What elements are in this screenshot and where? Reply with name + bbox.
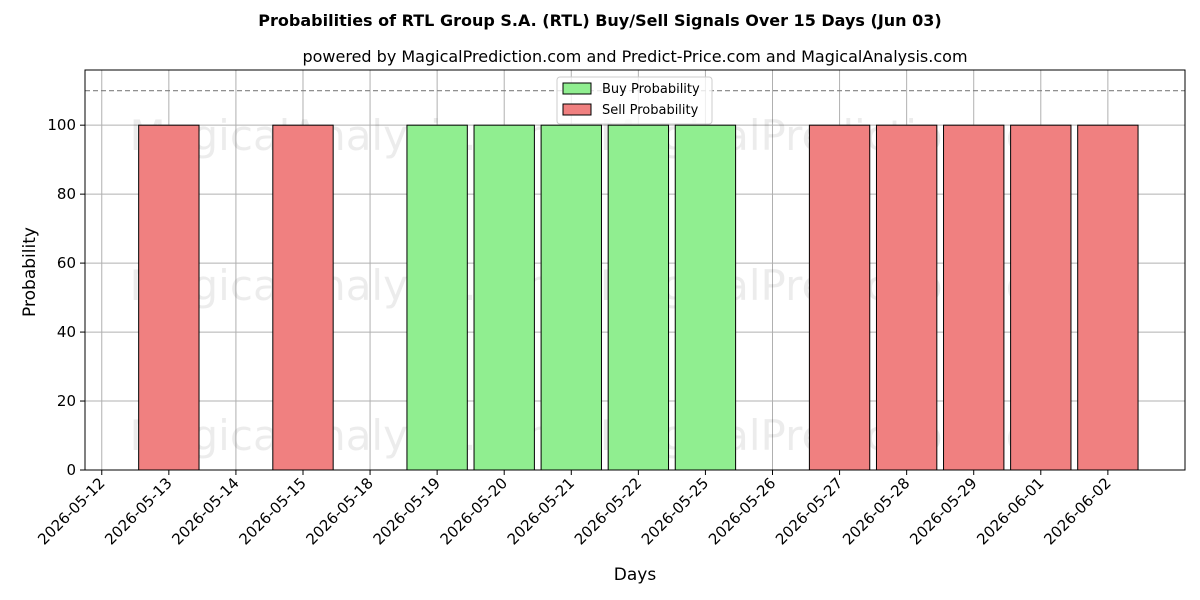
bars	[138, 124, 1139, 471]
x-tick-label: 2026-05-13	[101, 474, 175, 548]
y-tick-label: 40	[57, 323, 76, 341]
x-tick-label: 2026-05-19	[370, 474, 444, 548]
x-tick-label: 2026-06-01	[973, 474, 1047, 548]
x-tick-label: 2026-06-02	[1040, 474, 1114, 548]
legend-swatch	[562, 103, 592, 116]
legend-label: Sell Probability	[602, 103, 699, 118]
x-tick-label: 2026-05-29	[906, 474, 980, 548]
x-tick-label: 2026-05-20	[437, 474, 511, 548]
x-axis-label: Days	[614, 565, 657, 585]
y-tick-label: 20	[57, 392, 76, 410]
sell-bar	[1010, 124, 1072, 471]
x-axis-ticks: 2026-05-122026-05-132026-05-142026-05-15…	[34, 470, 1115, 548]
legend-box	[556, 76, 713, 125]
y-tick-label: 60	[57, 254, 76, 272]
legend-label: Buy Probability	[602, 82, 700, 97]
y-axis-ticks: 0 20 40 60 80 100	[47, 116, 85, 479]
y-axis-label: Probability	[20, 227, 40, 317]
chart-subtitle: powered by MagicalPrediction.com and Pre…	[302, 47, 967, 66]
plot-frame	[84, 69, 1186, 471]
x-tick-label: 2026-05-28	[839, 474, 913, 548]
x-tick-label: 2026-05-25	[638, 474, 712, 548]
buy-bar	[540, 124, 602, 471]
sell-bar	[943, 124, 1005, 471]
sell-bar	[138, 124, 200, 471]
x-tick-label: 2026-05-14	[168, 474, 242, 548]
chart-title: Probabilities of RTL Group S.A. (RTL) Bu…	[258, 11, 941, 30]
x-tick-label: 2026-05-15	[235, 474, 309, 548]
y-tick-label: 0	[66, 461, 76, 479]
x-tick-label: 2026-05-12	[34, 474, 108, 548]
y-tick-label: 100	[47, 116, 76, 134]
sell-bar	[875, 124, 938, 471]
buy-bar	[473, 124, 535, 471]
buy-bar	[406, 124, 468, 471]
y-tick-label: 80	[57, 185, 76, 203]
x-tick-label: 2026-05-22	[571, 474, 645, 548]
x-tick-label: 2026-05-21	[504, 474, 578, 548]
x-tick-label: 2026-05-26	[705, 474, 779, 548]
buy-bar	[674, 124, 737, 471]
sell-bar	[272, 124, 334, 471]
sell-bar	[1077, 124, 1139, 471]
buy-bar	[607, 124, 670, 471]
sell-bar	[808, 124, 871, 471]
x-tick-label: 2026-05-18	[303, 474, 377, 548]
legend-swatch	[562, 82, 592, 95]
legend: Buy Probability Sell Probability	[556, 76, 713, 125]
x-tick-label: 2026-05-27	[772, 474, 846, 548]
